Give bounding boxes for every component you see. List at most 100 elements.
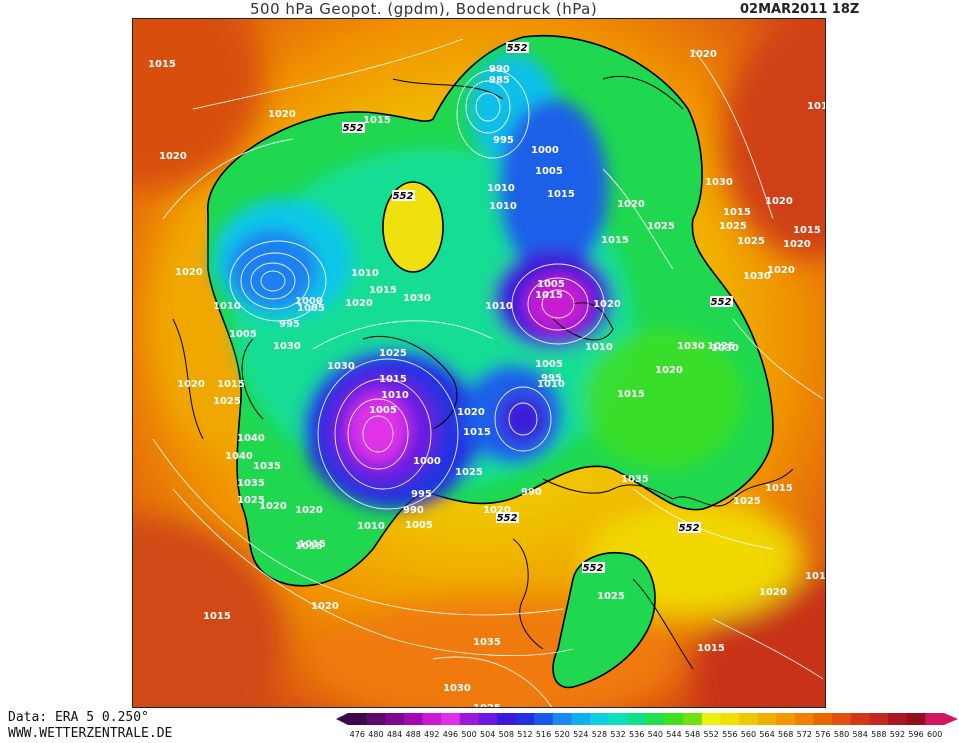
isobar-label: 1030 bbox=[327, 361, 355, 372]
isobar-label: 1015 bbox=[463, 427, 491, 438]
isobar-label: 1020 bbox=[259, 501, 287, 512]
geopotential-labels: 552 552 552 552 552 552 552 bbox=[342, 42, 733, 574]
isobar-label: 1030 bbox=[403, 293, 431, 304]
isobar-label: 1015 bbox=[807, 101, 826, 112]
isobar-label: 1015 bbox=[363, 115, 391, 126]
isobar-label: 1010 bbox=[381, 390, 409, 401]
isobar-label: 1010 bbox=[585, 342, 613, 353]
geopotential-label: 552 bbox=[711, 297, 732, 308]
map-canvas: 1015 1020 1020 1015 1020 1010 1005 1030 1020 1015… bbox=[133, 19, 826, 707]
isobar-label: 1000 bbox=[413, 456, 441, 467]
isobar-label: 1005 bbox=[369, 405, 397, 416]
isobar-label: 1020 bbox=[457, 407, 485, 418]
legend-tick-label: 500 bbox=[461, 730, 476, 739]
isobar-label: 1020 bbox=[759, 587, 787, 598]
legend-swatch bbox=[608, 713, 628, 725]
geopotential-label-bg bbox=[496, 512, 519, 523]
legend-swatch bbox=[366, 713, 386, 725]
isobar-label: 1010 bbox=[805, 571, 826, 582]
geopotential-label-bg bbox=[506, 42, 529, 53]
isobar-label: 1020 bbox=[783, 239, 811, 250]
isobar-label: 1040 bbox=[237, 433, 265, 444]
legend-tick-label: 576 bbox=[815, 730, 830, 739]
isobar-label: 1020 bbox=[483, 505, 511, 516]
isobar-label: 1010 bbox=[485, 301, 513, 312]
legend-tick-label: 592 bbox=[890, 730, 905, 739]
legend-swatch bbox=[515, 713, 535, 725]
legend-swatch bbox=[906, 713, 926, 725]
legend-swatch bbox=[627, 713, 647, 725]
isobar-label: 1020 bbox=[765, 196, 793, 207]
isobar-label: 1025 bbox=[379, 348, 407, 359]
cold-air-region-south bbox=[552, 552, 656, 689]
isobar-label: 1025 bbox=[707, 341, 735, 352]
isobar-label: 1015 bbox=[379, 374, 407, 385]
isobar-label: 1015 bbox=[217, 379, 245, 390]
isobar-label: 1010 bbox=[213, 301, 241, 312]
isobar-label: 985 bbox=[489, 75, 510, 86]
map-datetime: 02MAR2011 18Z bbox=[740, 2, 860, 17]
legend-tick-label: 548 bbox=[685, 730, 700, 739]
legend-swatch bbox=[925, 713, 945, 725]
geopotential-label-bg bbox=[582, 562, 605, 573]
isobar-label: 995 bbox=[541, 373, 562, 384]
isobar-label: 1015 bbox=[298, 539, 326, 550]
legend-tick-label: 532 bbox=[610, 730, 625, 739]
legend-swatch bbox=[590, 713, 610, 725]
isobar-label: 1030 bbox=[743, 271, 771, 282]
geopotential-label: 552 bbox=[393, 191, 414, 202]
isobar-label: 995 bbox=[279, 319, 300, 330]
legend-tick-label: 564 bbox=[759, 730, 774, 739]
isobar-label: 990 bbox=[489, 64, 510, 75]
isobar-label: 1025 bbox=[719, 221, 747, 232]
isobar-label: 1025 bbox=[455, 467, 483, 478]
legend-tick-label: 544 bbox=[666, 730, 681, 739]
isobar-label: 995 bbox=[411, 489, 432, 500]
isobar-label: 1040 bbox=[225, 451, 253, 462]
warm-ridge bbox=[382, 181, 444, 273]
legend-swatch bbox=[534, 713, 554, 725]
isobar-label: 1005 bbox=[405, 520, 433, 531]
isobar-label: 1020 bbox=[177, 379, 205, 390]
geopotential-label-bg bbox=[342, 122, 365, 133]
isobar-label: 1035 bbox=[253, 461, 281, 472]
legend-tick-label: 580 bbox=[834, 730, 849, 739]
website-credit: WWW.WETTERZENTRALE.DE bbox=[8, 726, 173, 741]
legend-tick-label: 488 bbox=[406, 730, 421, 739]
isobars bbox=[152, 38, 824, 707]
isobar-label: 1020 bbox=[655, 365, 683, 376]
isobar-label: 1025 bbox=[237, 495, 265, 506]
legend-swatch bbox=[850, 713, 870, 725]
isobar-label: 1015 bbox=[793, 225, 821, 236]
legend-tick-label: 492 bbox=[424, 730, 439, 739]
isobar-label: 1030 bbox=[443, 683, 471, 694]
isobar-label: 1030 bbox=[705, 177, 733, 188]
isobar-label: 1005 bbox=[297, 303, 325, 314]
isobar-label: 1015 bbox=[535, 290, 563, 301]
legend-tick-label: 520 bbox=[555, 730, 570, 739]
isobar-label: 1020 bbox=[345, 298, 373, 309]
isobar-label: 1025 bbox=[733, 496, 761, 507]
legend-swatch bbox=[552, 713, 572, 725]
legend-bar: 476 480 484 488 492 496 500 504 508 512 516 520 524 5… bbox=[336, 713, 958, 739]
color-legend: 476 480 484 488 492 496 500 504 508 512 516 520 524 5… bbox=[336, 713, 958, 739]
legend-tick-label: 596 bbox=[908, 730, 923, 739]
isobar-label: 1005 bbox=[535, 166, 563, 177]
geopotential-label: 552 bbox=[583, 563, 604, 574]
isobar-label: 1010 bbox=[357, 521, 385, 532]
isobar-label: 1025 bbox=[737, 236, 765, 247]
isobar-label: 995 bbox=[493, 135, 514, 146]
geopotential-label-bg bbox=[392, 190, 415, 201]
isobar-label: 1035 bbox=[473, 637, 501, 648]
isobar-label: 1015 bbox=[765, 483, 793, 494]
cold-gradient bbox=[213, 54, 743, 509]
legend-tick-label: 536 bbox=[629, 730, 644, 739]
legend-swatch bbox=[571, 713, 591, 725]
legend-tick-label: 480 bbox=[368, 730, 383, 739]
legend-tick-label: 512 bbox=[517, 730, 532, 739]
isobar-label: 1020 bbox=[159, 151, 187, 162]
geopotential-label: 552 bbox=[679, 523, 700, 534]
legend-swatch bbox=[720, 713, 740, 725]
isobar-label: 1015 bbox=[295, 541, 323, 552]
legend-swatch bbox=[478, 713, 498, 725]
